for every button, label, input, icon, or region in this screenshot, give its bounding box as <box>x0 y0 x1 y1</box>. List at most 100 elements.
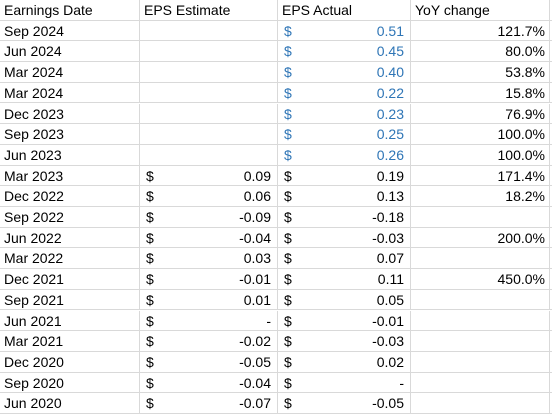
cell-yoy-change[interactable]: 18.2% <box>411 186 550 207</box>
cell-eps-actual[interactable]: $0.11 <box>278 269 411 290</box>
header-eps-actual[interactable]: EPS Actual <box>278 0 411 21</box>
cell-earnings-date[interactable]: Jun 2024 <box>0 41 140 63</box>
cell-eps-actual[interactable]: $0.45 <box>278 41 411 63</box>
cell-extra[interactable] <box>550 393 552 414</box>
cell-yoy-change[interactable] <box>411 372 550 394</box>
cell-earnings-date[interactable]: Mar 2021 <box>0 331 140 352</box>
cell-earnings-date[interactable]: Dec 2022 <box>0 186 140 207</box>
cell-earnings-date[interactable]: Jun 2020 <box>0 393 140 414</box>
cell-eps-estimate[interactable]: $ -0.05 <box>140 351 278 373</box>
cell-extra[interactable] <box>550 104 552 125</box>
cell-extra[interactable] <box>550 269 552 290</box>
cell-extra[interactable] <box>550 83 552 104</box>
cell-eps-actual[interactable]: $ -0.03 <box>278 227 411 249</box>
cell-eps-estimate[interactable]: $0.01 <box>140 289 278 311</box>
cell-eps-actual[interactable]: $0.22 <box>278 82 411 104</box>
cell-extra[interactable] <box>550 207 552 228</box>
cell-eps-estimate[interactable] <box>140 41 278 63</box>
cell-eps-actual[interactable]: $ - <box>278 372 411 394</box>
cell-extra[interactable] <box>550 145 552 166</box>
cell-extra[interactable] <box>550 62 552 83</box>
cell-earnings-date[interactable]: Sep 2020 <box>0 372 140 394</box>
cell-eps-estimate[interactable] <box>140 103 278 125</box>
cell-eps-estimate[interactable]: $0.03 <box>140 248 278 270</box>
cell-earnings-date[interactable]: Mar 2023 <box>0 165 140 187</box>
cell-yoy-change[interactable]: 200.0% <box>411 227 550 249</box>
cell-extra[interactable] <box>550 186 552 207</box>
cell-yoy-change[interactable]: 76.9% <box>411 103 550 125</box>
cell-yoy-change[interactable] <box>411 331 550 352</box>
cell-eps-actual[interactable]: $0.13 <box>278 186 411 207</box>
cell-earnings-date[interactable]: Dec 2023 <box>0 103 140 125</box>
cell-earnings-date[interactable]: Dec 2021 <box>0 269 140 290</box>
cell-eps-estimate[interactable] <box>140 144 278 166</box>
cell-eps-estimate[interactable]: $ -0.01 <box>140 269 278 290</box>
cell-eps-actual[interactable]: $0.23 <box>278 103 411 125</box>
cell-eps-estimate[interactable] <box>140 62 278 83</box>
cell-earnings-date[interactable]: Mar 2022 <box>0 248 140 270</box>
cell-eps-estimate[interactable]: $ -0.02 <box>140 331 278 352</box>
cell-eps-actual[interactable]: $0.02 <box>278 351 411 373</box>
cell-extra[interactable] <box>550 373 552 394</box>
cell-eps-estimate[interactable]: $ -0.04 <box>140 372 278 394</box>
cell-yoy-change[interactable] <box>411 310 550 332</box>
cell-yoy-change[interactable] <box>411 351 550 373</box>
cell-earnings-date[interactable]: Mar 2024 <box>0 82 140 104</box>
cell-yoy-change[interactable]: 171.4% <box>411 165 550 187</box>
cell-eps-estimate[interactable]: $ - <box>140 310 278 332</box>
cell-earnings-date[interactable]: Jun 2023 <box>0 144 140 166</box>
cell-yoy-change[interactable] <box>411 393 550 414</box>
cell-eps-actual[interactable]: $ -0.18 <box>278 207 411 228</box>
cell-eps-estimate[interactable]: $ -0.09 <box>140 207 278 228</box>
cell-yoy-change[interactable] <box>411 248 550 270</box>
cell-yoy-change[interactable] <box>411 207 550 228</box>
cell-earnings-date[interactable]: Mar 2024 <box>0 62 140 83</box>
cell-eps-actual[interactable]: $0.25 <box>278 124 411 145</box>
cell-eps-actual[interactable]: $0.19 <box>278 165 411 187</box>
cell-eps-estimate[interactable] <box>140 20 278 42</box>
cell-earnings-date[interactable]: Dec 2020 <box>0 351 140 373</box>
cell-extra[interactable] <box>550 311 552 332</box>
cell-extra[interactable] <box>550 331 552 352</box>
cell-yoy-change[interactable]: 53.8% <box>411 62 550 83</box>
cell-eps-actual[interactable]: $0.07 <box>278 248 411 270</box>
cell-extra[interactable] <box>550 228 552 249</box>
header-eps-estimate[interactable]: EPS Estimate <box>140 0 278 21</box>
cell-extra[interactable] <box>550 41 552 63</box>
header-yoy-change[interactable]: YoY change <box>411 0 550 21</box>
cell-eps-estimate[interactable] <box>140 82 278 104</box>
cell-yoy-change[interactable]: 100.0% <box>411 144 550 166</box>
cell-yoy-change[interactable]: 121.7% <box>411 20 550 42</box>
cell-yoy-change[interactable]: 15.8% <box>411 82 550 104</box>
cell-eps-actual[interactable]: $ -0.03 <box>278 331 411 352</box>
header-earnings-date[interactable]: Earnings Date <box>0 0 140 21</box>
cell-eps-actual[interactable]: $0.40 <box>278 62 411 83</box>
cell-earnings-date[interactable]: Sep 2022 <box>0 207 140 228</box>
cell-extra[interactable] <box>550 352 552 373</box>
cell-extra[interactable] <box>550 248 552 270</box>
cell-yoy-change[interactable] <box>411 289 550 311</box>
cell-extra[interactable] <box>550 124 552 145</box>
cell-eps-estimate[interactable]: $ -0.07 <box>140 393 278 414</box>
cell-earnings-date[interactable]: Sep 2023 <box>0 124 140 145</box>
cell-eps-actual[interactable]: $0.51 <box>278 20 411 42</box>
cell-yoy-change[interactable]: 450.0% <box>411 269 550 290</box>
cell-extra[interactable] <box>550 21 552 42</box>
header-extra-cell[interactable] <box>550 0 552 21</box>
cell-eps-estimate[interactable] <box>140 124 278 145</box>
cell-earnings-date[interactable]: Sep 2021 <box>0 289 140 311</box>
cell-eps-estimate[interactable]: $ -0.04 <box>140 227 278 249</box>
cell-earnings-date[interactable]: Sep 2024 <box>0 20 140 42</box>
cell-yoy-change[interactable]: 100.0% <box>411 124 550 145</box>
cell-eps-actual[interactable]: $0.26 <box>278 144 411 166</box>
cell-eps-actual[interactable]: $ -0.01 <box>278 310 411 332</box>
cell-earnings-date[interactable]: Jun 2021 <box>0 310 140 332</box>
cell-yoy-change[interactable]: 80.0% <box>411 41 550 63</box>
cell-eps-estimate[interactable]: $0.06 <box>140 186 278 207</box>
cell-eps-actual[interactable]: $0.05 <box>278 289 411 311</box>
cell-extra[interactable] <box>550 166 552 187</box>
cell-eps-actual[interactable]: $ -0.05 <box>278 393 411 414</box>
cell-extra[interactable] <box>550 290 552 311</box>
cell-earnings-date[interactable]: Jun 2022 <box>0 227 140 249</box>
cell-eps-estimate[interactable]: $0.09 <box>140 165 278 187</box>
